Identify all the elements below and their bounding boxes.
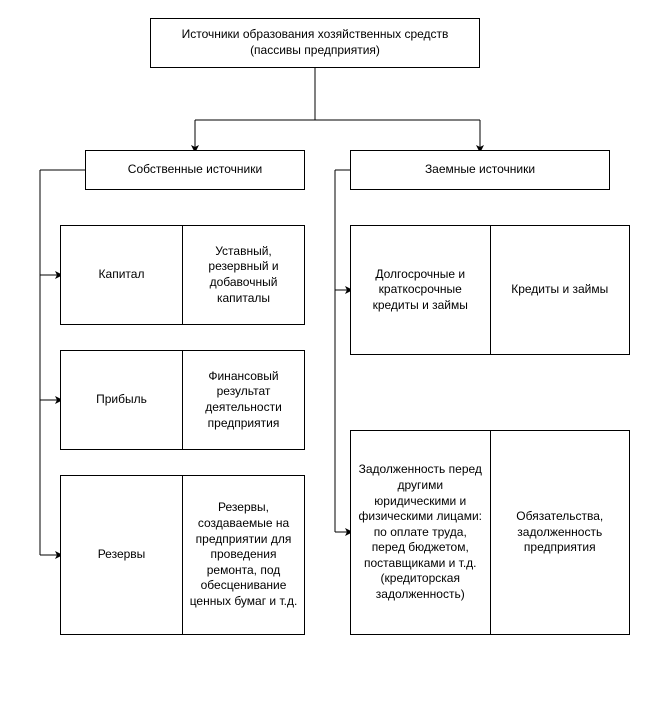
own-item-1-right: Финансовый результат деятельности предпр… bbox=[182, 351, 304, 449]
own-item-0-left: Капитал bbox=[61, 226, 182, 324]
loan-item-0-left: Долгосрочные и краткосрочные кредиты и з… bbox=[351, 226, 490, 354]
own-item-1-left: Прибыль bbox=[61, 351, 182, 449]
own-item-2-right: Резервы, создаваемые на предприятии для … bbox=[182, 476, 304, 634]
branch-own: Собственные источники bbox=[85, 150, 305, 190]
root-line1: Источники образования хозяйственных сред… bbox=[182, 27, 449, 43]
loan-item-0-right: Кредиты и займы bbox=[490, 226, 630, 354]
root-node: Источники образования хозяйственных сред… bbox=[150, 18, 480, 68]
branch-loan: Заемные источники bbox=[350, 150, 610, 190]
loan-item-1: Задолженность перед другими юридическими… bbox=[350, 430, 630, 635]
loan-item-0: Долгосрочные и краткосрочные кредиты и з… bbox=[350, 225, 630, 355]
own-item-1: Прибыль Финансовый результат деятельност… bbox=[60, 350, 305, 450]
diagram-canvas: Источники образования хозяйственных сред… bbox=[0, 0, 656, 701]
root-line2: (пассивы предприятия) bbox=[182, 43, 449, 59]
loan-item-1-right: Обязательства, задолженность предприятия bbox=[490, 431, 630, 634]
loan-item-1-left: Задолженность перед другими юридическими… bbox=[351, 431, 490, 634]
own-item-2: Резервы Резервы, создаваемые на предприя… bbox=[60, 475, 305, 635]
own-item-0: Капитал Уставный, резервный и добавочный… bbox=[60, 225, 305, 325]
branch-loan-label: Заемные источники bbox=[425, 162, 535, 178]
own-item-2-left: Резервы bbox=[61, 476, 182, 634]
own-item-0-right: Уставный, резервный и добавочный капитал… bbox=[182, 226, 304, 324]
branch-own-label: Собственные источники bbox=[128, 162, 262, 178]
